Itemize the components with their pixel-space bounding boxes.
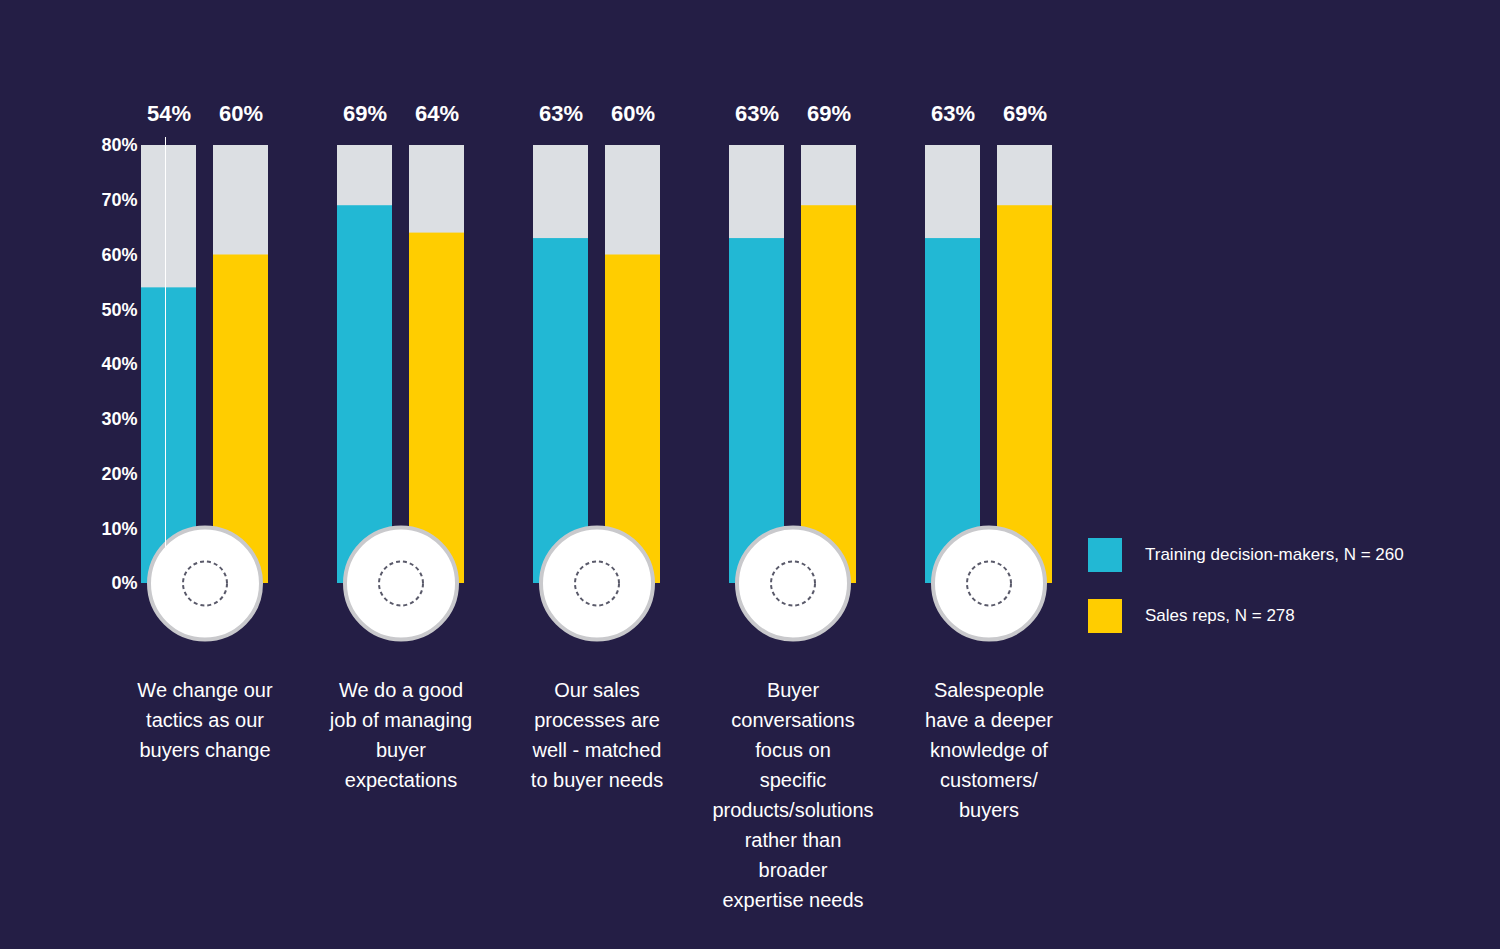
svg-text:63%: 63% (539, 101, 583, 126)
svg-text:50%: 50% (101, 300, 137, 320)
svg-text:54%: 54% (147, 101, 191, 126)
svg-text:64%: 64% (415, 101, 459, 126)
svg-text:0%: 0% (111, 573, 137, 593)
svg-text:Buyerconversationsfocus onspec: Buyerconversationsfocus onspecificproduc… (712, 679, 873, 911)
html-text:Training decision-makers, N =: Training decision-makers, N = 260 (1145, 545, 1404, 564)
html-text:Sales reps, N = 278: Sales reps, N = 278 (1145, 606, 1295, 625)
svg-text:10%: 10% (101, 519, 137, 539)
svg-text:30%: 30% (101, 409, 137, 429)
svg-text:63%: 63% (931, 101, 975, 126)
svg-text:60%: 60% (611, 101, 655, 126)
svg-text:Salespeoplehave a deeperknowle: Salespeoplehave a deeperknowledge ofcust… (925, 679, 1053, 821)
svg-text:69%: 69% (807, 101, 851, 126)
svg-text:60%: 60% (219, 101, 263, 126)
svg-text:70%: 70% (101, 190, 137, 210)
svg-text:63%: 63% (735, 101, 779, 126)
svg-text:60%: 60% (101, 245, 137, 265)
svg-text:69%: 69% (343, 101, 387, 126)
svg-text:We do a goodjob of managingbuy: We do a goodjob of managingbuyerexpectat… (329, 679, 472, 791)
svg-text:We change ourtactics as ourbuy: We change ourtactics as ourbuyers change (137, 679, 273, 761)
svg-text:Our salesprocesses arewell - m: Our salesprocesses arewell - matchedto b… (531, 679, 663, 791)
svg-text:80%: 80% (101, 135, 137, 155)
svg-text:40%: 40% (101, 354, 137, 374)
svg-text:20%: 20% (101, 464, 137, 484)
svg-text:69%: 69% (1003, 101, 1047, 126)
